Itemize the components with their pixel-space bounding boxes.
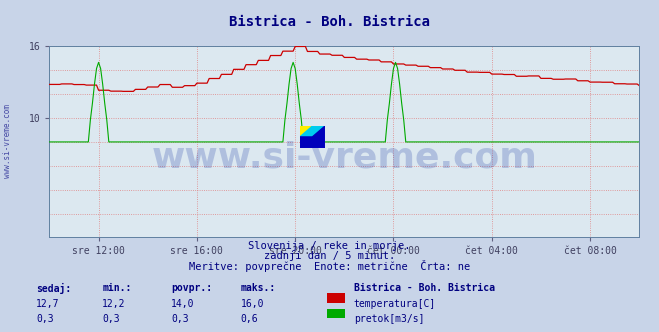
Polygon shape [300,126,312,137]
Text: Bistrica - Boh. Bistrica: Bistrica - Boh. Bistrica [229,15,430,29]
Text: zadnji dan / 5 minut.: zadnji dan / 5 minut. [264,251,395,261]
Text: sedaj:: sedaj: [36,283,71,294]
Text: 12,7: 12,7 [36,299,60,309]
Text: povpr.:: povpr.: [171,283,212,293]
Text: maks.:: maks.: [241,283,275,293]
Text: min.:: min.: [102,283,132,293]
Polygon shape [312,126,325,137]
Text: www.si-vreme.com: www.si-vreme.com [3,104,13,178]
Text: 0,6: 0,6 [241,314,258,324]
Text: 12,2: 12,2 [102,299,126,309]
Text: Slovenija / reke in morje.: Slovenija / reke in morje. [248,241,411,251]
Text: 14,0: 14,0 [171,299,195,309]
Polygon shape [300,126,312,137]
Polygon shape [300,126,325,148]
Text: 16,0: 16,0 [241,299,264,309]
Text: 0,3: 0,3 [171,314,189,324]
Text: 0,3: 0,3 [102,314,120,324]
Text: Meritve: povprečne  Enote: metrične  Črta: ne: Meritve: povprečne Enote: metrične Črta:… [189,260,470,272]
Text: 0,3: 0,3 [36,314,54,324]
Text: www.si-vreme.com: www.si-vreme.com [152,140,537,174]
Text: pretok[m3/s]: pretok[m3/s] [354,314,424,324]
Text: temperatura[C]: temperatura[C] [354,299,436,309]
Text: Bistrica - Boh. Bistrica: Bistrica - Boh. Bistrica [354,283,495,293]
